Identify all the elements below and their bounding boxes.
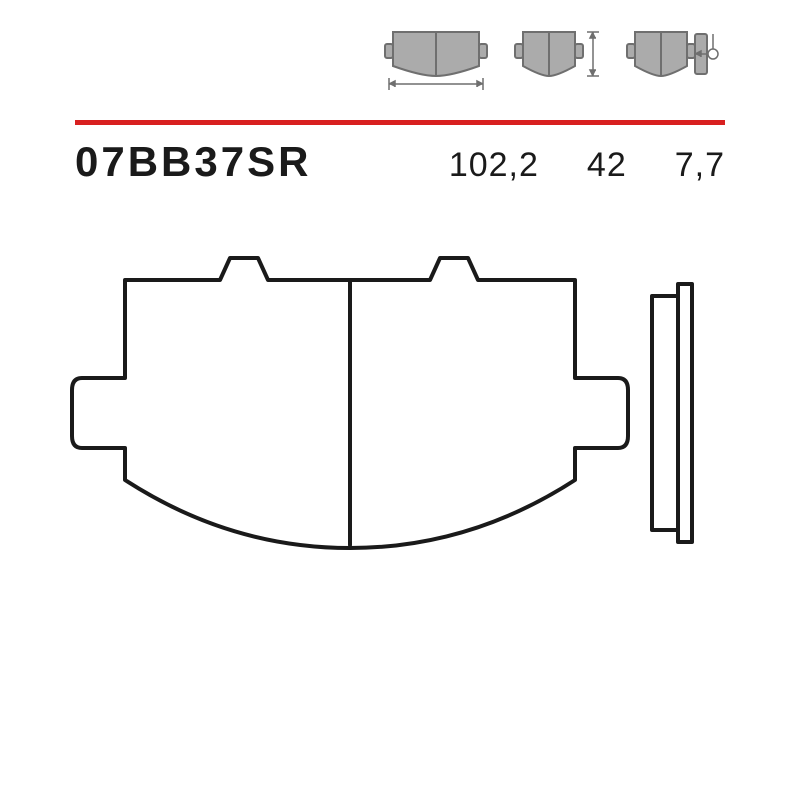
width-dim-icon [381,20,491,90]
brake-pad-front-view [72,258,628,548]
dimension-icons-row [381,18,720,90]
thickness-dim-icon [625,18,720,90]
thickness-value: 7,7 [675,146,725,185]
dimension-values: 102,2 42 7,7 [449,146,725,185]
divider-line [75,120,725,125]
height-dim-icon [513,20,603,90]
width-value: 102,2 [449,146,539,185]
brake-pad-side-view [652,284,692,542]
part-number: 07BB37SR [75,138,311,186]
technical-drawing [70,240,730,610]
spec-sheet: 07BB37SR 102,2 42 7,7 [0,0,800,800]
height-value: 42 [587,146,627,185]
values-row: 07BB37SR 102,2 42 7,7 [75,138,725,186]
